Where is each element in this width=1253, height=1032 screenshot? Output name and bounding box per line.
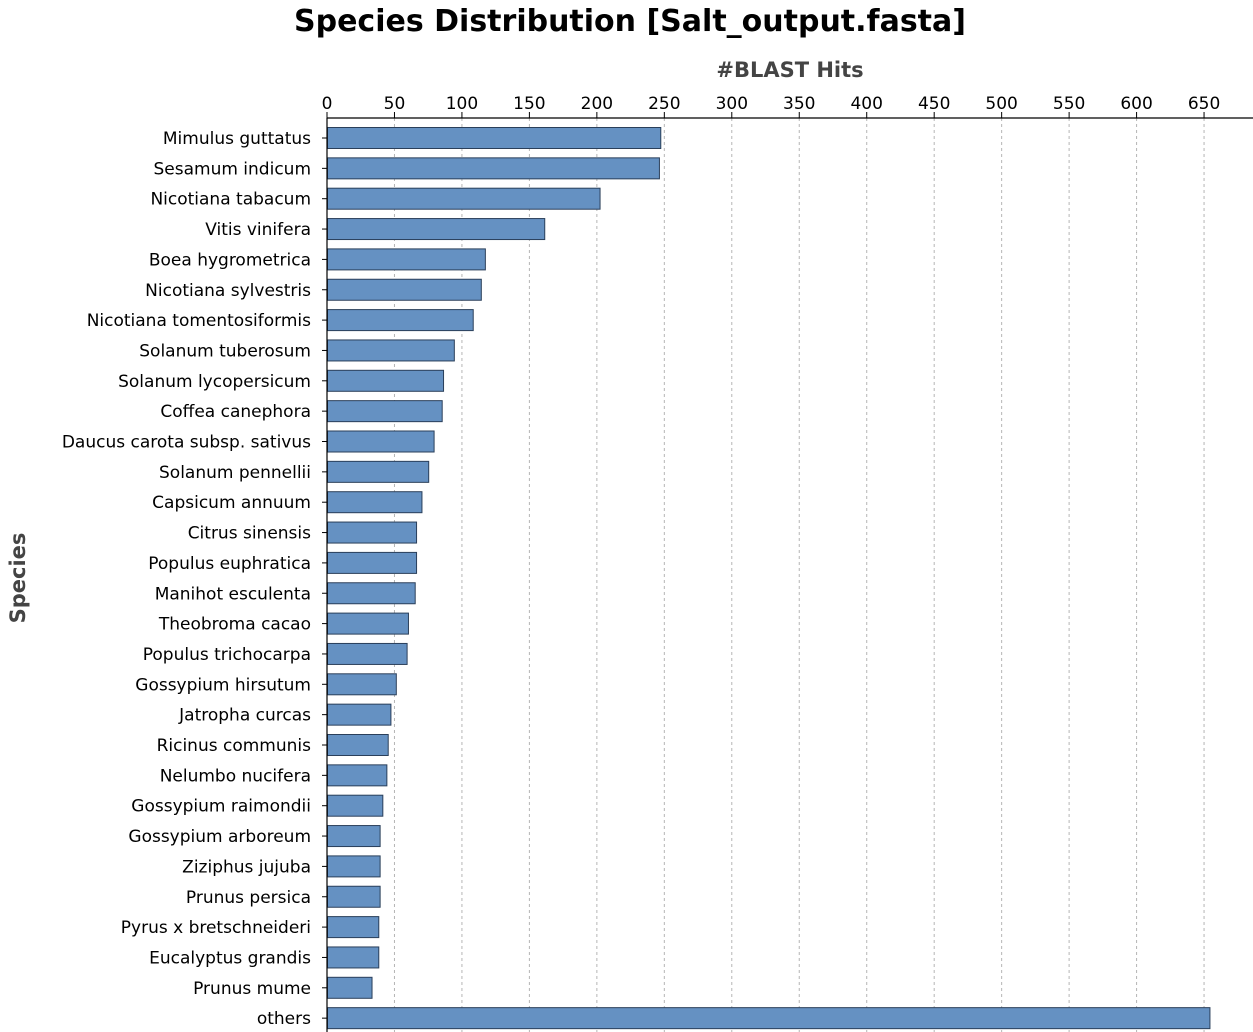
y-tick-label: Solanum lycopersicum xyxy=(118,372,311,392)
y-tick-label: Jatropha curcas xyxy=(178,706,311,726)
bar xyxy=(327,400,443,423)
bar xyxy=(327,885,381,908)
bar xyxy=(327,521,418,544)
axes: 0 50 100 150 200 250 300 350 400 450 500 550 600 650 M… xyxy=(62,94,1253,1032)
y-tick-label: Boea hygrometrica xyxy=(149,250,311,270)
y-tick-label: Populus euphratica xyxy=(148,554,311,574)
y-tick-label: others xyxy=(257,1009,311,1029)
y-tick-label: Solanum tuberosum xyxy=(139,341,311,361)
bar xyxy=(327,1007,1211,1030)
bar xyxy=(327,825,381,848)
x-tick-label: 0 xyxy=(322,94,333,114)
y-tick-label: Theobroma cacao xyxy=(158,615,311,635)
y-tick-label: Citrus sinensis xyxy=(188,524,311,544)
grid-lines xyxy=(393,118,1205,1032)
y-tick-label: Prunus mume xyxy=(193,979,311,999)
bar xyxy=(327,278,482,301)
y-tick-label: Ziziphus jujuba xyxy=(182,857,311,877)
bar xyxy=(327,946,380,969)
bar xyxy=(327,764,388,787)
y-tick-label: Manihot esculenta xyxy=(155,584,311,604)
y-tick-label: Nicotiana tomentosiformis xyxy=(87,311,311,331)
y-tick-label: Pyrus x bretschneideri xyxy=(121,918,311,938)
y-tick-label: Solanum pennellii xyxy=(159,463,311,483)
bars xyxy=(327,127,1211,1030)
y-tick-label: Nicotiana sylvestris xyxy=(145,281,311,301)
y-tick-label: Vitis vinifera xyxy=(205,220,311,240)
bar xyxy=(327,855,381,878)
bar xyxy=(327,430,435,453)
bar xyxy=(327,976,373,999)
x-tick-label: 400 xyxy=(850,94,882,114)
bar xyxy=(327,734,389,756)
y-tick-label: Gossypium arboreum xyxy=(128,827,311,847)
x-tick-label: 250 xyxy=(648,94,680,114)
y-tick-label: Mimulus guttatus xyxy=(163,129,311,149)
y-tick-label: Ricinus communis xyxy=(157,736,312,756)
x-tick-label: 350 xyxy=(783,94,815,114)
x-tick-label: 500 xyxy=(985,94,1017,114)
bar xyxy=(327,309,474,332)
bar xyxy=(327,491,423,514)
x-tick-label: 300 xyxy=(716,94,748,114)
y-tick-label: Sesamum indicum xyxy=(153,159,311,179)
bar xyxy=(327,673,397,696)
bar xyxy=(327,794,384,817)
bar xyxy=(327,460,430,483)
y-tick-label: Nelumbo nucifera xyxy=(160,766,311,786)
x-tick-label: 550 xyxy=(1053,94,1085,114)
x-tick-label: 600 xyxy=(1120,94,1152,114)
chart-title: Species Distribution [Salt_output.fasta] xyxy=(294,4,966,39)
bar xyxy=(327,642,408,665)
bar xyxy=(327,703,392,726)
y-tick-label: Capsicum annuum xyxy=(152,493,311,513)
bar xyxy=(327,339,455,362)
bar xyxy=(327,612,409,635)
y-tick-label: Prunus persica xyxy=(186,888,311,908)
x-tick-label: 450 xyxy=(918,94,950,114)
bar xyxy=(327,218,546,241)
bar xyxy=(327,916,380,939)
bar xyxy=(327,248,486,271)
x-tick-label: 150 xyxy=(513,94,545,114)
bar xyxy=(327,551,418,574)
y-tick-label: Coffea canephora xyxy=(160,402,311,422)
x-tick-label: 100 xyxy=(446,94,478,114)
bar xyxy=(327,127,662,149)
bar xyxy=(327,187,601,210)
y-tick-label: Gossypium raimondii xyxy=(131,797,311,817)
bar xyxy=(327,582,416,605)
y-tick-label: Populus trichocarpa xyxy=(143,645,311,665)
y-tick-label: Daucus carota subsp. sativus xyxy=(62,433,311,453)
y-tick-label: Nicotiana tabacum xyxy=(150,190,311,210)
x-tick-label: 650 xyxy=(1188,94,1220,114)
x-tick-label: 200 xyxy=(581,94,613,114)
x-axis-label: #BLAST Hits xyxy=(716,58,864,82)
bar xyxy=(327,369,445,392)
bar xyxy=(327,157,660,180)
y-tick-label: Gossypium hirsutum xyxy=(135,675,311,695)
x-tick-label: 50 xyxy=(384,94,406,114)
y-tick-label: Eucalyptus grandis xyxy=(149,948,311,968)
